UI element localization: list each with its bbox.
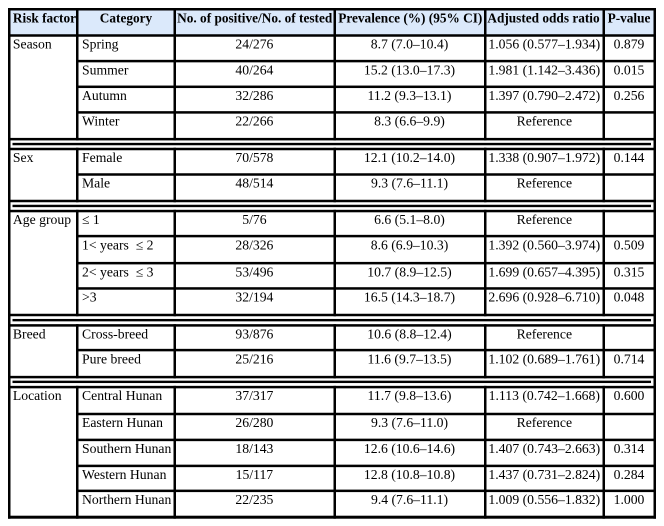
- svg-text:11.2 (9.3–13.1): 11.2 (9.3–13.1): [368, 88, 452, 104]
- svg-text:0.256: 0.256: [614, 88, 645, 103]
- svg-text:28/326: 28/326: [235, 237, 273, 252]
- svg-text:25/216: 25/216: [235, 351, 273, 366]
- svg-text:0.015: 0.015: [614, 62, 645, 77]
- svg-text:6.6 (5.1–8.0): 6.6 (5.1–8.0): [374, 212, 445, 228]
- svg-text:1.397 (0.790–2.472): 1.397 (0.790–2.472): [488, 88, 600, 104]
- svg-text:22/266: 22/266: [235, 114, 273, 129]
- svg-text:No. of positive/No. of tested: No. of positive/No. of tested: [177, 11, 333, 26]
- svg-text:0.600: 0.600: [614, 388, 645, 403]
- svg-text:Southern Hunan: Southern Hunan: [82, 441, 171, 456]
- svg-text:Age group: Age group: [13, 212, 71, 227]
- svg-text:1.437 (0.731–2.824): 1.437 (0.731–2.824): [488, 467, 600, 483]
- svg-text:40/264: 40/264: [235, 62, 273, 77]
- svg-text:12.6 (10.6–14.6): 12.6 (10.6–14.6): [364, 441, 455, 457]
- svg-text:5/76: 5/76: [242, 212, 266, 227]
- svg-text:Western Hunan: Western Hunan: [82, 467, 167, 482]
- svg-text:Reference: Reference: [517, 415, 572, 430]
- svg-text:9.3 (7.6–11.1): 9.3 (7.6–11.1): [371, 176, 448, 192]
- svg-text:Northern Hunan: Northern Hunan: [82, 492, 171, 507]
- svg-text:Risk factor: Risk factor: [13, 11, 76, 26]
- svg-text:Adjusted odds ratio: Adjusted odds ratio: [487, 11, 600, 26]
- svg-text:Reference: Reference: [517, 114, 572, 129]
- svg-text:Sex: Sex: [13, 150, 34, 165]
- svg-text:Male: Male: [82, 176, 110, 191]
- svg-text:9.4 (7.6–11.1): 9.4 (7.6–11.1): [371, 492, 448, 508]
- svg-text:2.696 (0.928–6.710): 2.696 (0.928–6.710): [488, 290, 600, 306]
- svg-text:Summer: Summer: [82, 62, 129, 77]
- svg-text:48/514: 48/514: [235, 176, 273, 191]
- svg-text:0.048: 0.048: [614, 290, 645, 305]
- svg-text:Female: Female: [82, 150, 122, 165]
- svg-text:37/317: 37/317: [235, 388, 273, 403]
- svg-text:Cross-breed: Cross-breed: [82, 327, 148, 342]
- svg-text:Prevalence (%) (95% CI): Prevalence (%) (95% CI): [338, 11, 482, 26]
- svg-text:Pure breed: Pure breed: [82, 351, 141, 366]
- svg-text:1.338 (0.907–1.972): 1.338 (0.907–1.972): [488, 150, 600, 166]
- svg-text:0.144: 0.144: [614, 150, 645, 165]
- svg-text:8.7 (7.0–10.4): 8.7 (7.0–10.4): [371, 37, 449, 53]
- svg-text:0.315: 0.315: [614, 264, 645, 279]
- svg-text:Breed: Breed: [13, 327, 46, 342]
- svg-text:22/235: 22/235: [235, 492, 273, 507]
- svg-text:Reference: Reference: [517, 327, 572, 342]
- svg-text:Autumn: Autumn: [82, 88, 127, 103]
- svg-text:70/578: 70/578: [235, 150, 273, 165]
- svg-text:1.009 (0.556–1.832): 1.009 (0.556–1.832): [488, 492, 600, 508]
- svg-text:8.6 (6.9–10.3): 8.6 (6.9–10.3): [371, 237, 449, 253]
- svg-text:10.7 (8.9–12.5): 10.7 (8.9–12.5): [367, 264, 451, 280]
- svg-text:0.714: 0.714: [614, 351, 645, 366]
- svg-text:0.314: 0.314: [614, 441, 645, 456]
- svg-text:1.407 (0.743–2.663): 1.407 (0.743–2.663): [488, 441, 600, 457]
- svg-text:1.056 (0.577–1.934): 1.056 (0.577–1.934): [488, 37, 600, 53]
- svg-text:1.113 (0.742–1.668): 1.113 (0.742–1.668): [489, 388, 600, 404]
- svg-text:Reference: Reference: [517, 176, 572, 191]
- svg-text:11.7 (9.8–13.6): 11.7 (9.8–13.6): [368, 388, 452, 404]
- svg-text:0.879: 0.879: [614, 37, 645, 52]
- svg-text:>3: >3: [82, 290, 97, 305]
- svg-text:1< years ≤ 2: 1< years ≤ 2: [82, 237, 154, 252]
- svg-text:10.6 (8.8–12.4): 10.6 (8.8–12.4): [367, 327, 451, 343]
- svg-text:≤ 1: ≤ 1: [82, 212, 100, 227]
- svg-text:11.6 (9.7–13.5): 11.6 (9.7–13.5): [368, 351, 452, 367]
- svg-text:Eastern Hunan: Eastern Hunan: [82, 415, 163, 430]
- svg-text:P-value: P-value: [608, 11, 651, 26]
- svg-text:15.2 (13.0–17.3): 15.2 (13.0–17.3): [364, 62, 455, 78]
- svg-text:32/286: 32/286: [235, 88, 273, 103]
- svg-text:Central Hunan: Central Hunan: [82, 388, 162, 403]
- svg-text:1.392 (0.560–3.974): 1.392 (0.560–3.974): [488, 237, 600, 253]
- svg-text:93/876: 93/876: [235, 327, 273, 342]
- svg-text:12.1 (10.2–14.0): 12.1 (10.2–14.0): [364, 150, 455, 166]
- svg-text:1.102 (0.689–1.761): 1.102 (0.689–1.761): [488, 351, 600, 367]
- svg-text:26/280: 26/280: [235, 415, 273, 430]
- svg-text:12.8 (10.8–10.8): 12.8 (10.8–10.8): [364, 467, 455, 483]
- svg-text:Location: Location: [13, 388, 62, 403]
- svg-text:9.3 (7.6–11.0): 9.3 (7.6–11.0): [371, 415, 448, 431]
- svg-text:2< years ≤ 3: 2< years ≤ 3: [82, 264, 154, 279]
- svg-text:Spring: Spring: [82, 37, 119, 52]
- svg-text:8.3 (6.6–9.9): 8.3 (6.6–9.9): [374, 114, 445, 130]
- svg-text:1.981 (1.142–3.436): 1.981 (1.142–3.436): [488, 62, 600, 78]
- svg-text:Season: Season: [13, 37, 52, 52]
- svg-text:1.699 (0.657–4.395): 1.699 (0.657–4.395): [488, 264, 600, 280]
- svg-text:16.5 (14.3–18.7): 16.5 (14.3–18.7): [364, 290, 455, 306]
- svg-text:0.284: 0.284: [614, 467, 645, 482]
- svg-text:1.000: 1.000: [614, 492, 645, 507]
- svg-text:Category: Category: [100, 11, 153, 26]
- svg-text:53/496: 53/496: [235, 264, 273, 279]
- svg-text:Reference: Reference: [517, 212, 572, 227]
- svg-text:24/276: 24/276: [235, 37, 273, 52]
- svg-text:Winter: Winter: [82, 114, 120, 129]
- svg-text:32/194: 32/194: [235, 290, 273, 305]
- svg-text:18/143: 18/143: [235, 441, 273, 456]
- svg-text:15/117: 15/117: [236, 467, 274, 482]
- svg-text:0.509: 0.509: [614, 237, 645, 252]
